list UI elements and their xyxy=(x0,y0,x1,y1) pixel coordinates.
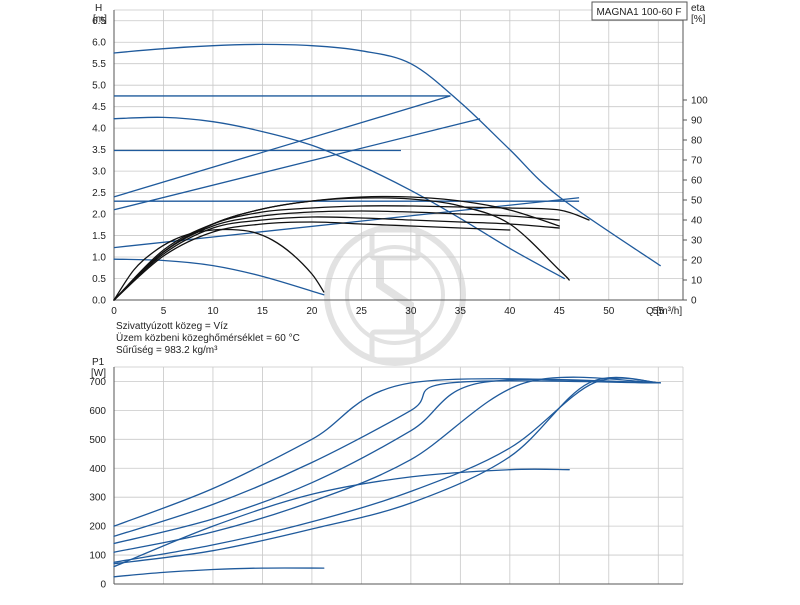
eta-tick-label: 90 xyxy=(691,116,703,127)
power-curve xyxy=(113,378,661,545)
power-curve xyxy=(113,376,661,553)
power-curve xyxy=(113,468,570,568)
head-tick-label: 3.0 xyxy=(92,167,106,178)
power-tick-label: 700 xyxy=(89,377,106,388)
fluid-line-3: Sűrűség = 983.2 kg/m³ xyxy=(116,345,218,356)
power-curve xyxy=(113,380,661,537)
head-tick-label: 1.0 xyxy=(92,253,106,264)
power-curve xyxy=(113,378,661,527)
proportional-pressure-line xyxy=(113,95,451,198)
eta-tick-label: 20 xyxy=(691,256,703,267)
eta-tick-label: 80 xyxy=(691,136,703,147)
power-grid xyxy=(113,366,684,585)
head-curve xyxy=(113,43,661,267)
head-tick-label: 3.5 xyxy=(92,145,106,156)
power-curve xyxy=(113,376,661,565)
head-tick-label: 4.0 xyxy=(92,124,106,135)
flow-tick-label: 25 xyxy=(356,306,368,317)
power-tick-label: 500 xyxy=(89,435,106,446)
proportional-pressure-line xyxy=(113,118,481,211)
flow-tick-label: 15 xyxy=(257,306,269,317)
head-tick-label: 5.5 xyxy=(92,59,106,70)
efficiency-curve xyxy=(113,228,325,301)
flow-tick-label: 5 xyxy=(161,306,167,317)
eta-tick-label: 70 xyxy=(691,156,703,167)
eta-tick-label: 0 xyxy=(691,296,697,307)
eta-axis-unit: [%] xyxy=(691,14,706,25)
head-tick-label: 0.0 xyxy=(92,296,106,307)
pump-label-box xyxy=(591,1,688,21)
head-axis-unit: [m] xyxy=(93,14,107,25)
flow-tick-label: 10 xyxy=(207,306,219,317)
head-tick-label: 6.5 xyxy=(92,16,106,27)
eta-tick-label: 50 xyxy=(691,196,703,207)
efficiency-curve xyxy=(113,216,560,301)
efficiency-curve xyxy=(113,210,560,301)
head-grid xyxy=(113,9,684,301)
head-tick-label: 6.0 xyxy=(92,38,106,49)
flow-tick-label: 45 xyxy=(554,306,566,317)
power-tick-label: 300 xyxy=(89,493,106,504)
power-tick-label: 100 xyxy=(89,551,106,562)
eta-axis-label: eta xyxy=(691,3,705,14)
fluid-line-1: Szivattyúzott közeg = Víz xyxy=(116,321,228,332)
watermark-ring xyxy=(324,224,466,366)
efficiency-curve xyxy=(113,221,511,301)
head-tick-label: 4.5 xyxy=(92,102,106,113)
flow-tick-label: 20 xyxy=(306,306,318,317)
head-curve xyxy=(113,116,565,280)
power-tick-label: 600 xyxy=(89,406,106,417)
pipe-fitting-logo-icon xyxy=(324,224,466,366)
axis-labels: 0.0 0.5 1.0 1.5 2.0 2.5 3.0 3.5 4.0 4.5 5.0 5.5 6.0 6… xyxy=(89,16,708,590)
power-tick-label: 200 xyxy=(89,522,106,533)
eta-tick-label: 10 xyxy=(691,276,703,287)
power-curve xyxy=(113,377,661,563)
pump-label: MAGNA1 100-60 F xyxy=(596,7,681,18)
power-axis-unit: [W] xyxy=(91,368,106,379)
watermark-pipe xyxy=(376,258,414,332)
head-tick-label: 5.0 xyxy=(92,81,106,92)
efficiency-curve xyxy=(113,205,590,301)
eta-tick-label: 100 xyxy=(691,96,708,107)
efficiency-curve xyxy=(113,197,570,301)
efficiency-curve xyxy=(113,195,560,301)
watermark-top-fitting xyxy=(369,227,421,261)
flow-tick-label: 30 xyxy=(405,306,417,317)
head-tick-label: 0.5 xyxy=(92,274,106,285)
head-plot-area xyxy=(113,43,661,301)
power-tick-label: 0 xyxy=(100,580,106,591)
power-axis-label: P1 xyxy=(92,357,105,368)
flow-tick-label: 35 xyxy=(455,306,467,317)
head-axis-label: H xyxy=(95,3,102,14)
flow-tick-label: 0 xyxy=(111,306,117,317)
head-tick-label: 1.5 xyxy=(92,231,106,242)
head-curve xyxy=(113,258,325,296)
eta-tick-label: 60 xyxy=(691,176,703,187)
flow-tick-label: 50 xyxy=(603,306,615,317)
eta-tick-label: 30 xyxy=(691,236,703,247)
eta-tick-label: 40 xyxy=(691,216,703,227)
power-tick-label: 400 xyxy=(89,464,106,475)
head-tick-label: 2.0 xyxy=(92,210,106,221)
flow-tick-label: 55 xyxy=(653,306,665,317)
flow-tick-label: 40 xyxy=(504,306,516,317)
watermark-bottom-fitting xyxy=(369,329,421,363)
flow-axis-label: Q [m³/h] xyxy=(646,306,682,317)
power-plot-area xyxy=(113,376,661,578)
head-tick-label: 2.5 xyxy=(92,188,106,199)
watermark-inner-ring xyxy=(345,245,445,345)
power-curve xyxy=(113,567,325,578)
fluid-line-2: Üzem közbeni közeghőmérséklet = 60 °C xyxy=(116,332,300,344)
